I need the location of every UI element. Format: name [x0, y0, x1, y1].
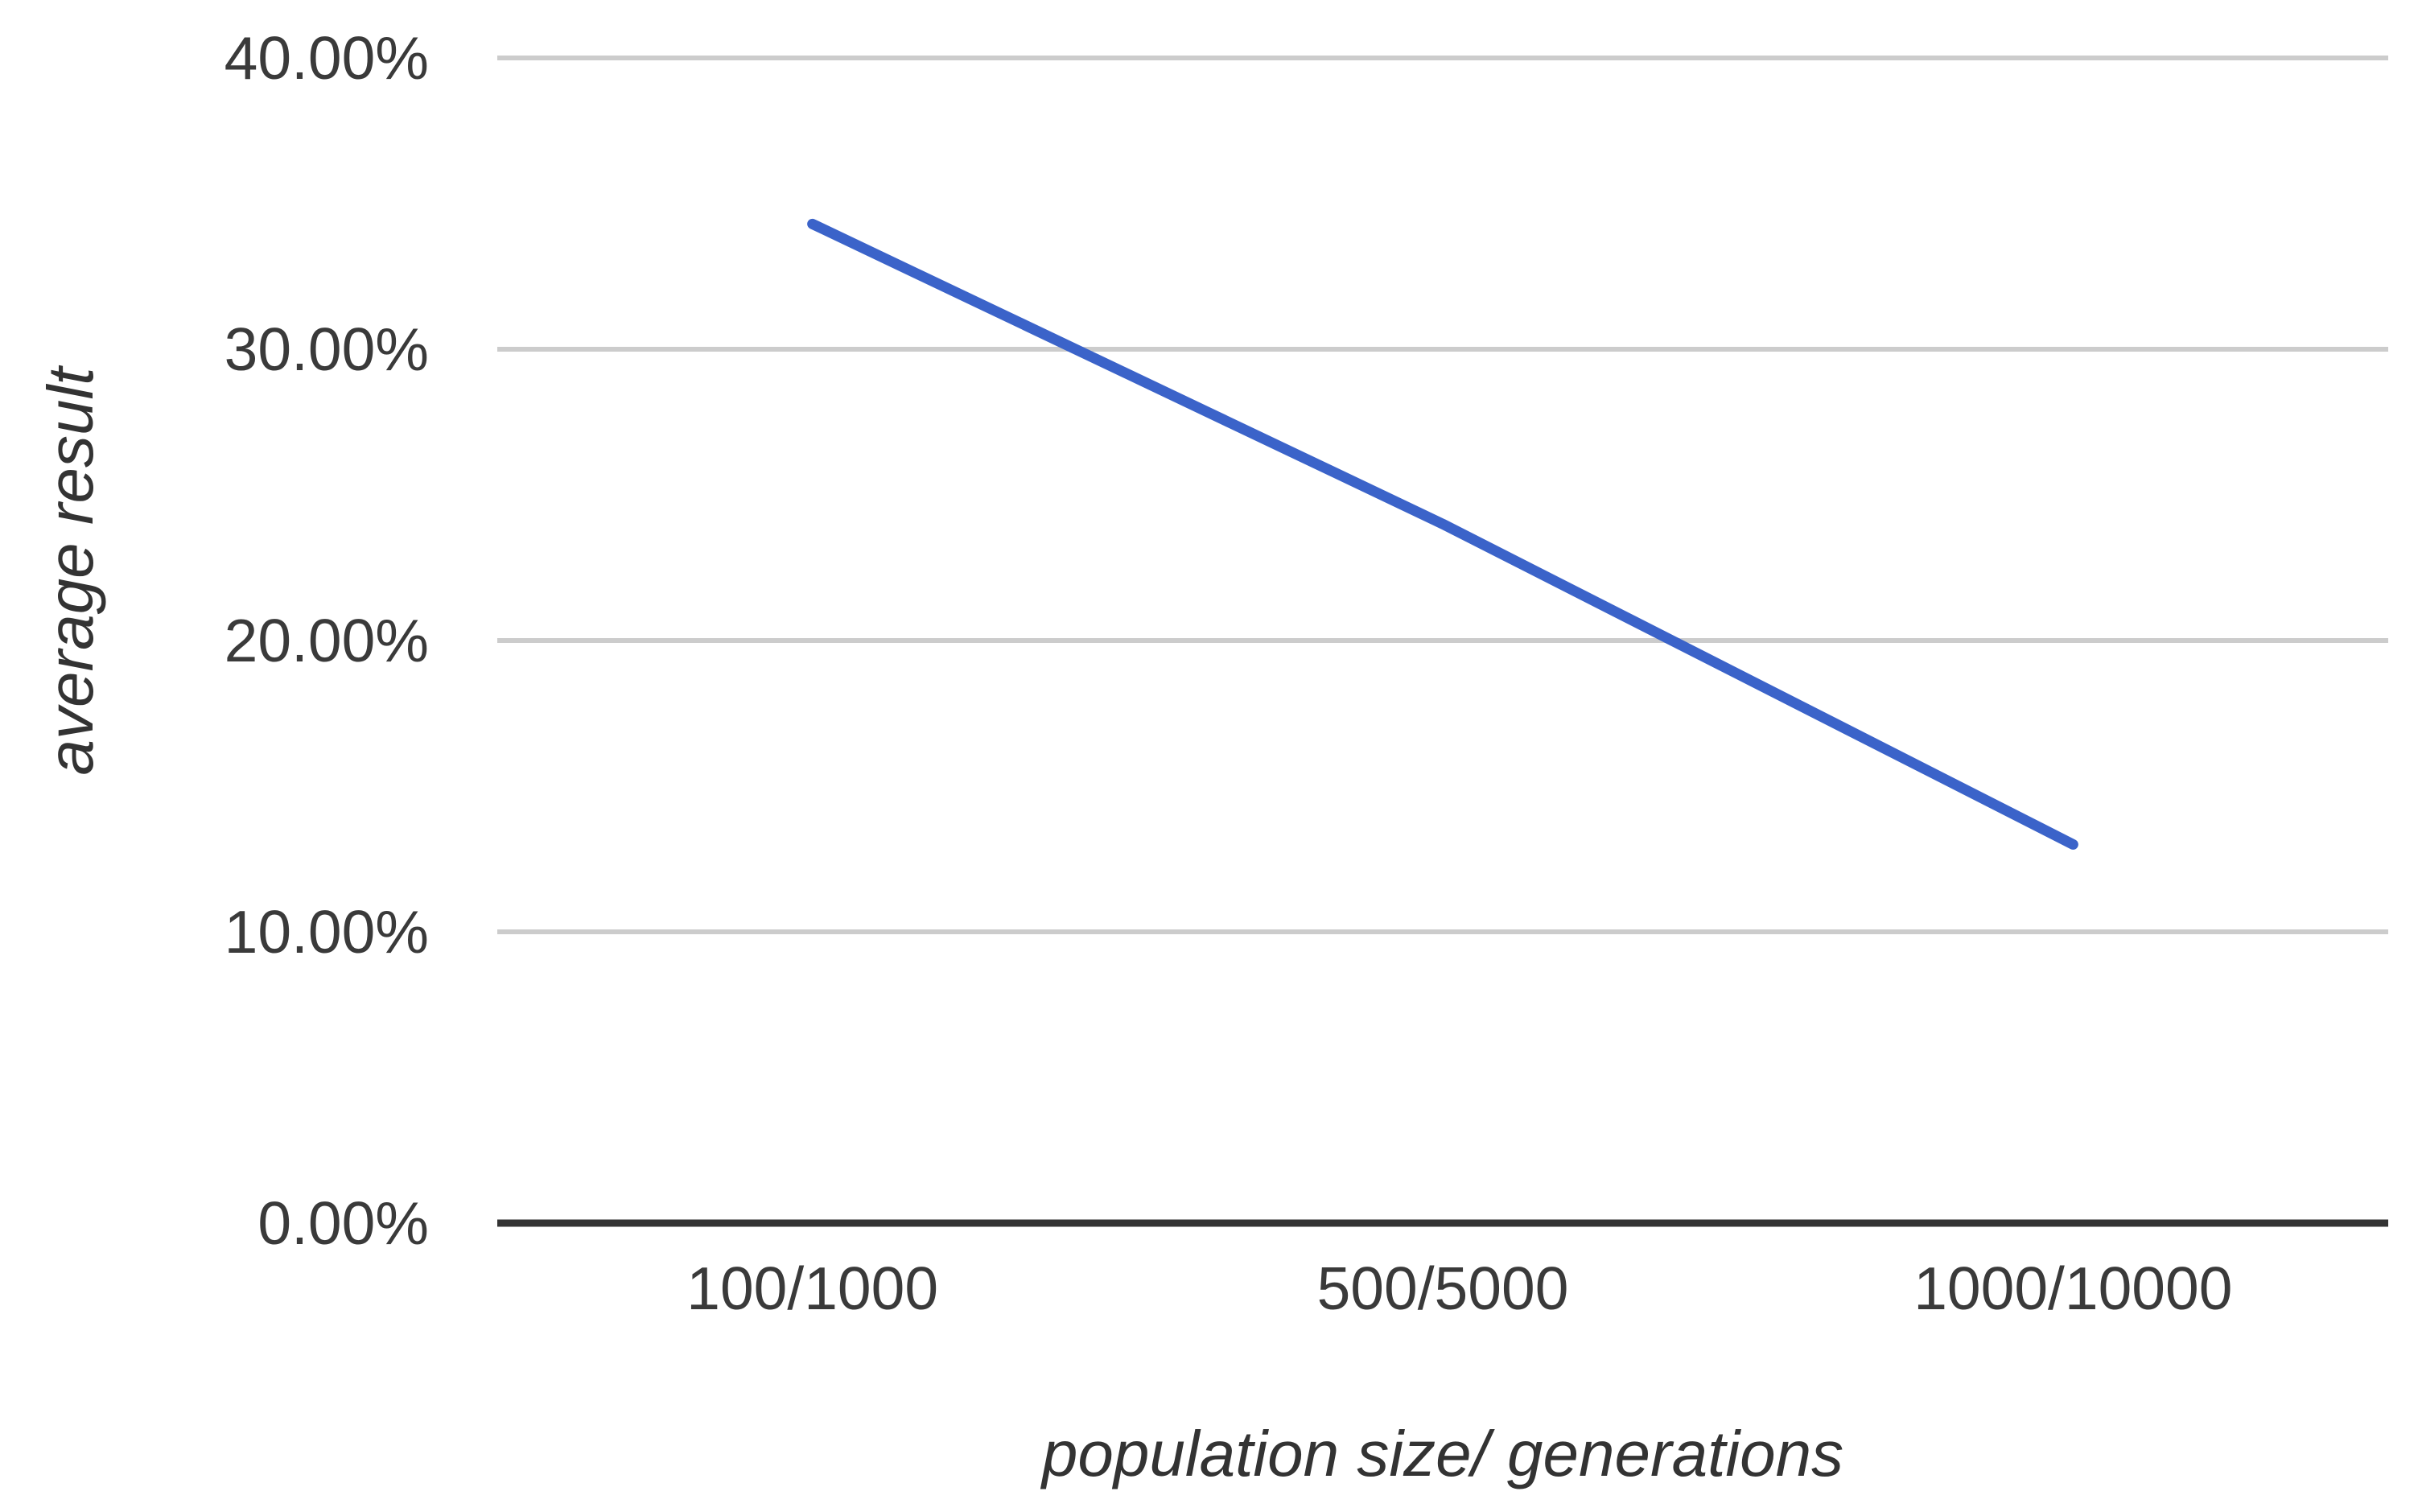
x-tick-label: 500/5000	[1316, 1255, 1569, 1322]
y-tick-label: 10.00%	[224, 898, 429, 966]
y-tick-label: 40.00%	[224, 24, 429, 92]
y-tick-label: 20.00%	[224, 607, 429, 674]
x-tick-label: 1000/10000	[1913, 1255, 2233, 1322]
plot-area	[497, 56, 2388, 1227]
y-axis-title: average result	[35, 367, 106, 776]
y-tick-label: 0.00%	[257, 1189, 429, 1257]
x-tick-label: 100/1000	[686, 1255, 939, 1322]
y-tick-label: 30.00%	[224, 315, 429, 383]
data-line	[807, 218, 2078, 850]
x-axis-title: population size/ generations	[1041, 1418, 1844, 1489]
